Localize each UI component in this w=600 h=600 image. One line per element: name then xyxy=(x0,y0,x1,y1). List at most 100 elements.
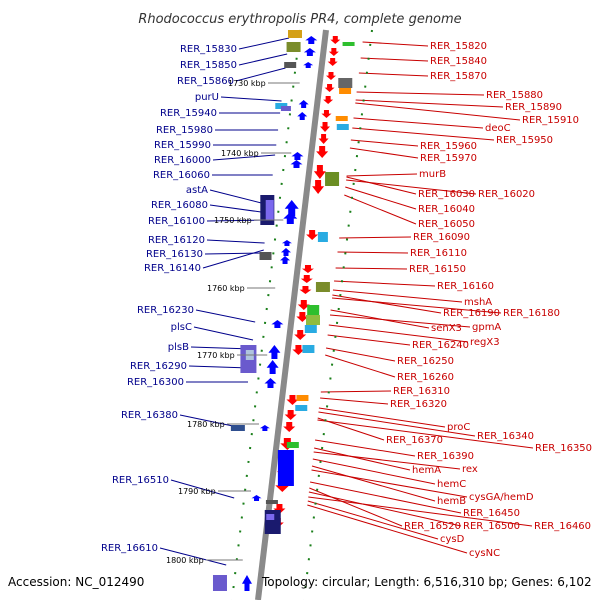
gene-features xyxy=(212,30,355,591)
gene-label-right: RER_16250 xyxy=(397,356,454,367)
gene-label-right: mshA xyxy=(464,297,492,308)
gene-block xyxy=(259,252,272,260)
gene-label-right: deoC xyxy=(485,123,511,134)
label-leader-right xyxy=(320,390,392,393)
gene-label-right: RER_16320 xyxy=(390,399,447,410)
gene-label-left: plsC xyxy=(171,322,192,333)
gene-label-right: RER_16150 xyxy=(409,264,466,275)
reverse-gene-arrow xyxy=(321,110,332,118)
gene-block xyxy=(296,395,309,401)
reverse-gene-arrow xyxy=(301,265,314,273)
label-leader-left xyxy=(238,37,290,50)
reverse-gene-arrow xyxy=(330,36,341,44)
label-leader-left xyxy=(193,326,254,341)
gene-block xyxy=(336,124,349,130)
gene-block xyxy=(305,315,320,325)
gene-label-right: regX3 xyxy=(470,337,500,348)
gene-label-left: astA xyxy=(186,185,208,196)
forward-gene-arrow xyxy=(284,200,299,216)
label-leader-right xyxy=(327,334,411,346)
forward-gene-arrow xyxy=(241,575,252,591)
forward-gene-arrow xyxy=(303,48,316,56)
label-leader-left xyxy=(238,53,288,66)
label-leader-right xyxy=(360,57,429,62)
forward-gene-arrow xyxy=(281,240,292,246)
gene-label-right: RER_15960 xyxy=(420,141,477,152)
label-leader-right xyxy=(339,236,412,239)
reverse-gene-arrow xyxy=(306,230,319,240)
gene-label-right: RER_16460 xyxy=(534,521,591,532)
reverse-gene-arrow xyxy=(327,58,338,66)
label-leader-right xyxy=(350,139,419,147)
label-leader-right xyxy=(325,347,396,362)
gene-label-left: RER_15990 xyxy=(154,140,211,151)
label-leader-right xyxy=(355,99,504,108)
forward-gene-arrow xyxy=(305,36,318,44)
label-leader-right xyxy=(362,41,429,47)
gene-label-right: RER_16110 xyxy=(410,248,467,259)
label-leader-right xyxy=(329,314,471,328)
gene-block xyxy=(265,200,274,220)
label-leader-right xyxy=(309,487,403,527)
gene-block xyxy=(335,116,348,121)
label-leader-left xyxy=(209,189,270,206)
kbp-tick-label: 1800 kbp xyxy=(166,556,204,565)
gene-label-right: cysD xyxy=(440,534,465,545)
reverse-gene-arrow xyxy=(324,84,335,92)
gene-label-right: RER_16260 xyxy=(397,372,454,383)
forward-gene-arrow xyxy=(268,345,281,359)
gene-block xyxy=(265,500,278,504)
gene-label-left: RER_16100 xyxy=(148,216,205,227)
gene-label-left: RER_15860 xyxy=(177,76,234,87)
label-leader-right xyxy=(317,419,534,449)
label-leader-right xyxy=(312,458,436,485)
genome-track xyxy=(231,29,373,600)
gene-label-right: hemA xyxy=(412,465,441,476)
gene-label-right: gpmA xyxy=(472,322,501,333)
label-leader-right xyxy=(331,297,502,314)
gene-label-left: RER_16380 xyxy=(121,410,178,421)
reverse-gene-arrow xyxy=(313,165,326,179)
reverse-gene-arrow xyxy=(286,395,299,405)
gene-label-right: RER_16050 xyxy=(418,219,475,230)
gene-label-right: RER_16180 xyxy=(503,308,560,319)
gene-label-right: RER_16340 xyxy=(477,431,534,442)
gene-label-left: RER_16060 xyxy=(153,170,210,181)
forward-gene-arrow xyxy=(271,320,284,328)
gene-label-right: RER_15950 xyxy=(496,135,553,146)
label-leader-left xyxy=(195,309,256,323)
forward-gene-arrow xyxy=(291,152,304,160)
reverse-gene-arrow xyxy=(328,48,339,56)
gene-block xyxy=(264,510,281,534)
gene-label-right: RER_16390 xyxy=(417,451,474,462)
gene-block xyxy=(284,62,297,68)
gene-label-right: RER_16090 xyxy=(413,232,470,243)
gene-block xyxy=(230,425,245,431)
kbp-tick-label: 1780 kbp xyxy=(187,420,225,429)
accession-text: Accession: NC_012490 xyxy=(8,575,144,589)
reverse-gene-arrow xyxy=(296,312,309,322)
forward-gene-arrow xyxy=(303,62,314,68)
forward-gene-arrow xyxy=(264,378,277,388)
label-leader-right xyxy=(332,294,442,314)
label-leader-right xyxy=(328,324,469,343)
reverse-gene-arrow xyxy=(312,180,325,194)
gene-label-left: RER_16130 xyxy=(146,249,203,260)
label-leader-right xyxy=(332,289,463,303)
gene-block xyxy=(295,405,308,411)
gene-block xyxy=(304,325,317,333)
gene-label-left: RER_15850 xyxy=(180,60,237,71)
reverse-gene-arrow xyxy=(323,96,334,104)
reverse-gene-arrow xyxy=(299,286,312,294)
label-leader-right xyxy=(355,102,521,121)
label-leader-right xyxy=(308,491,462,527)
label-leader-left xyxy=(202,249,264,269)
label-leader-right xyxy=(349,147,419,159)
gene-label-right: RER_15870 xyxy=(430,71,487,82)
forward-gene-arrow xyxy=(280,256,291,264)
kbp-tick-label: 1770 kbp xyxy=(197,351,235,360)
label-leader-right xyxy=(308,496,533,527)
label-leader-left xyxy=(170,479,235,499)
kbp-tick-label: 1760 kbp xyxy=(207,284,245,293)
